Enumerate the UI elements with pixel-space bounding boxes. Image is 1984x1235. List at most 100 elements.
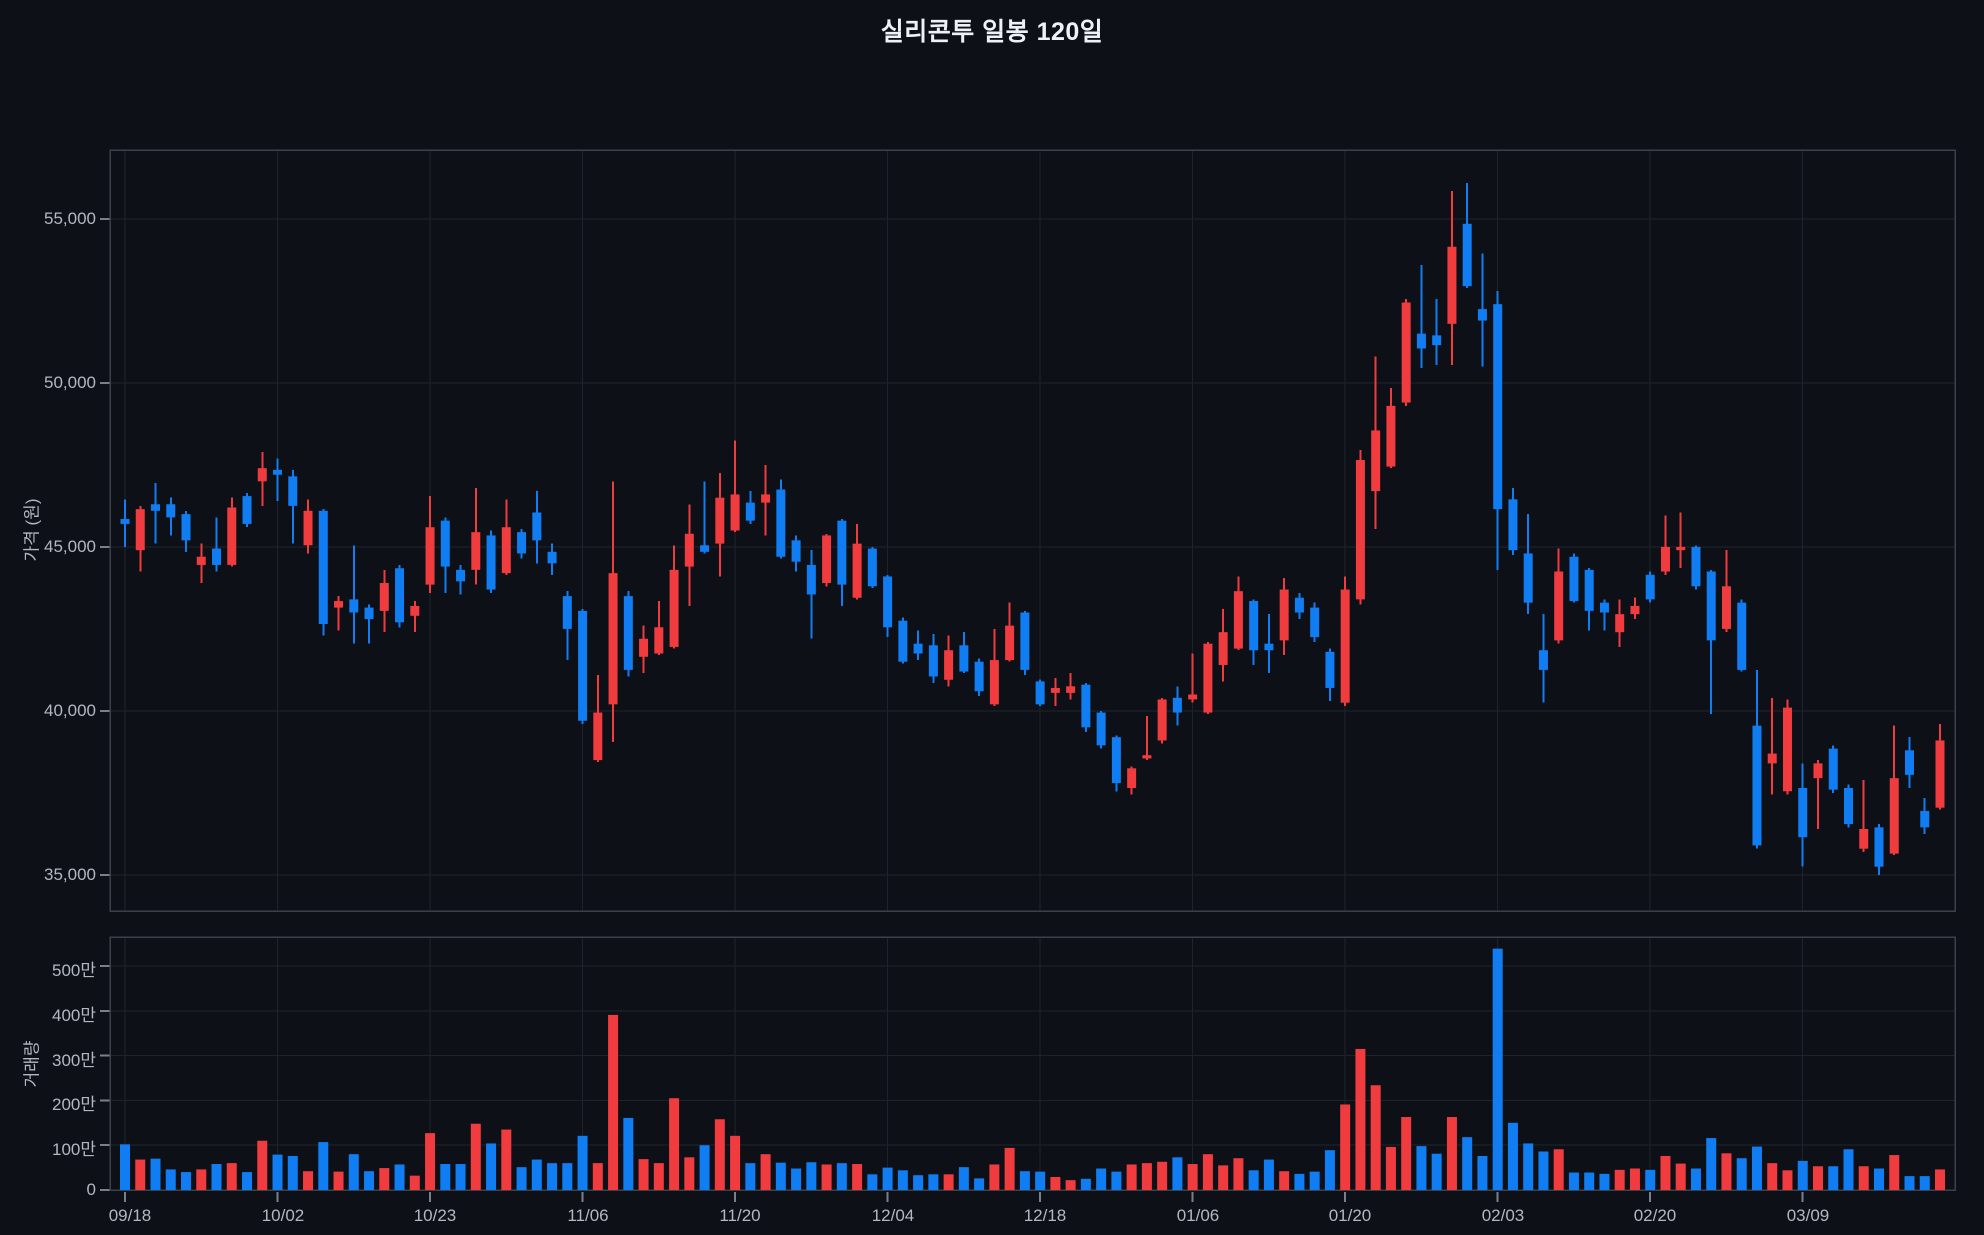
price-panel-frame [109, 149, 1956, 912]
volume-bar-down [1416, 1146, 1427, 1190]
volume-bar-down [1690, 1168, 1701, 1190]
volume-bar-down [928, 1174, 939, 1190]
volume-bar-up [1782, 1170, 1793, 1190]
candle-body-down [883, 576, 893, 628]
volume-bar-down [1843, 1149, 1854, 1190]
volume-bar-up [1218, 1165, 1229, 1190]
candle-body-up [1355, 459, 1365, 600]
volume-bar-down [913, 1175, 924, 1190]
volume-bar-up [730, 1135, 741, 1190]
volume-bar-down [1111, 1171, 1122, 1190]
volume-bar-up [592, 1163, 603, 1190]
volume-bar-up [1721, 1153, 1732, 1190]
candle-body-down [1462, 223, 1472, 287]
volume-bar-up [1629, 1168, 1640, 1190]
x-label-0309: 03/09 [1786, 1206, 1830, 1225]
volume-bar-up [409, 1175, 420, 1190]
candle-body-down [928, 645, 938, 677]
volume-bar-down [1736, 1158, 1747, 1190]
candle-body-down [1523, 553, 1533, 603]
volume-bar-up [1370, 1085, 1381, 1190]
volume-bar-down [1309, 1171, 1320, 1190]
volume-bar-down [1919, 1176, 1930, 1190]
volume-bar-down [775, 1162, 786, 1190]
volume-bar-up [1553, 1149, 1564, 1190]
candle-body-down [623, 596, 633, 670]
price-tick-45000: 45,000 [44, 537, 96, 556]
candle-body-down [1096, 712, 1106, 746]
candle-body-up [303, 510, 313, 546]
volume-bar-down [1324, 1150, 1335, 1190]
candle-body-down [1172, 697, 1182, 713]
x-label-0120: 01/20 [1328, 1206, 1372, 1225]
candle-body-up [669, 569, 679, 647]
volume-bar-down [897, 1170, 908, 1190]
candle-body-up [989, 660, 999, 705]
volume-bar-down [1080, 1178, 1091, 1190]
volume-bar-up [1935, 1169, 1945, 1190]
candle-body-down [700, 545, 710, 552]
volume-bar-down [974, 1178, 985, 1190]
volume-bar-down [836, 1163, 847, 1190]
volume-bar-down [1294, 1173, 1305, 1190]
candle-body-down [1249, 601, 1259, 651]
volume-bar-down [882, 1167, 893, 1190]
candle-body-up [761, 494, 771, 503]
volume-bar-down [547, 1163, 558, 1190]
candle-body-up [715, 497, 725, 544]
volume-bar-down [745, 1163, 756, 1190]
volume-bar-down [1096, 1168, 1107, 1190]
volume-bar-up [852, 1164, 863, 1190]
volume-bar-down [1706, 1138, 1717, 1190]
candle-body-up [1218, 632, 1228, 665]
candle-body-down [1843, 787, 1853, 825]
volume-bar-down [699, 1145, 710, 1190]
candle-body-up [1859, 828, 1869, 849]
candle-body-down [1691, 546, 1701, 587]
volume-bar-up [821, 1164, 832, 1190]
candle-body-up [593, 712, 603, 761]
volume-bar-down [958, 1167, 969, 1190]
volume-tick-100: 100만 [51, 1140, 96, 1159]
volume-bar-up [501, 1129, 512, 1190]
volume-bar-down [562, 1163, 573, 1190]
volume-bar-up [1812, 1166, 1823, 1190]
candle-body-down [440, 520, 450, 567]
volume-bar-down [287, 1155, 298, 1190]
candle-body-down [913, 643, 923, 654]
candle-body-down [547, 551, 557, 564]
volume-bar-down [1019, 1171, 1030, 1190]
volume-bar-up [226, 1163, 237, 1190]
candle-body-up [1066, 686, 1076, 693]
volume-bar-down [1599, 1173, 1610, 1190]
candle-body-up [1447, 246, 1457, 324]
volume-bar-down [1507, 1122, 1518, 1190]
volume-bar-up [135, 1159, 146, 1190]
volume-bar-down [1248, 1170, 1259, 1190]
volume-bar-up [1050, 1177, 1061, 1190]
candle-body-up [944, 650, 954, 680]
volume-bar-up [653, 1163, 664, 1190]
volume-bar-up [943, 1174, 954, 1190]
volume-bar-down [1873, 1168, 1884, 1190]
candle-body-up [1142, 755, 1152, 759]
candle-body-up [1401, 302, 1411, 403]
candle-body-down [395, 568, 405, 623]
volume-tick-200: 200만 [51, 1095, 96, 1114]
volume-bar-down [242, 1172, 253, 1190]
candle-body-down [181, 514, 191, 541]
candle-body-down [837, 520, 847, 585]
candle-body-down [1798, 787, 1808, 838]
volume-bar-up [1202, 1154, 1213, 1190]
volume-bar-down [455, 1164, 466, 1190]
candle-body-down [1508, 499, 1518, 551]
candle-body-up [1767, 753, 1777, 764]
candle-body-up [1233, 591, 1243, 649]
volume-bar-down [806, 1162, 817, 1190]
candle-body-up [1050, 687, 1060, 693]
candle-body-down [1416, 333, 1426, 349]
volume-bar-up [1446, 1117, 1457, 1190]
candle-body-down [1752, 725, 1762, 846]
volume-bar-down [1492, 948, 1503, 1190]
